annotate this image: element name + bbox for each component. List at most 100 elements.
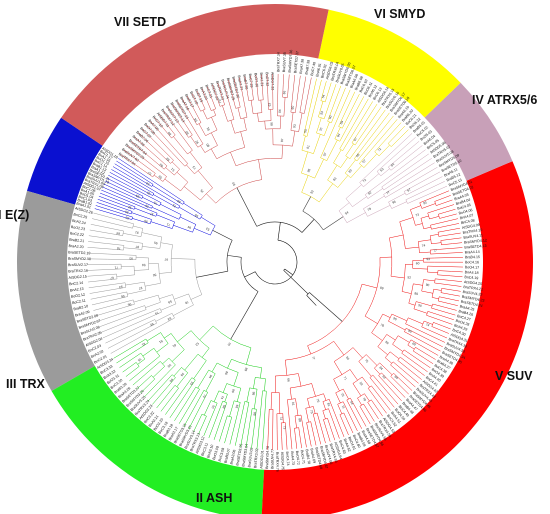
leaf-branch [370, 119, 398, 151]
bootstrap-value: 66 [286, 378, 290, 382]
leaf-branch [449, 280, 462, 282]
bootstrap-value: 54 [349, 400, 354, 405]
leaf-branch [299, 433, 302, 449]
leaf-branch [436, 313, 454, 321]
leaf-branch [102, 323, 135, 339]
leaf-branch [250, 75, 253, 93]
leaf-label: BraSETD4.13 [464, 244, 486, 250]
leaf-label: BraSETD4.68 [314, 447, 323, 470]
bootstrap-value: 55 [194, 213, 199, 218]
bootstrap-value: 80 [167, 131, 172, 136]
bootstrap-value: 73 [191, 165, 196, 170]
bootstrap-value: 96 [143, 219, 148, 224]
leaf-branch [95, 205, 115, 212]
backbone [196, 187, 344, 340]
leaf-branch [239, 77, 245, 105]
leaf-label: BraSUV2.06 [80, 325, 100, 336]
leaf-label: BoO4.61 [347, 436, 356, 451]
leaf-label: AtSDG4.09 [462, 223, 481, 230]
leaf-branch [417, 338, 441, 352]
bootstrap-value: 84 [278, 109, 282, 113]
clade-label-V: V SUV [495, 369, 533, 383]
leaf-branch [90, 224, 113, 229]
leaf-branch [94, 208, 118, 216]
leaf-label: BnC1.06 [82, 184, 96, 193]
leaf-label: BoO3.31 [106, 374, 120, 386]
leaf-label: BoC7.40 [310, 62, 317, 77]
bootstrap-value: 96 [392, 316, 397, 321]
bootstrap-value: 70 [210, 404, 215, 409]
bootstrap-value: 74 [154, 311, 159, 316]
leaf-branch [267, 421, 269, 450]
clade-label-VI: VI SMYD [374, 7, 425, 21]
leaf-branch [438, 218, 458, 224]
clade-band-VI [318, 9, 461, 118]
leaf-label: BraTRX3.02 [253, 448, 259, 468]
leaf-branch [354, 414, 362, 429]
leaf-branch [329, 84, 337, 104]
leaf-branch [142, 128, 162, 149]
leaf-branch [234, 414, 243, 446]
bootstrap-value: 78 [117, 246, 121, 250]
leaf-label: BraSUV7.35 [282, 52, 287, 72]
clade-label-II: II ASH [196, 491, 232, 505]
leaf-branch [97, 199, 113, 205]
leaf-label: BraB4.15 [465, 255, 480, 259]
leaf-branch [89, 290, 106, 294]
leaf-branch [96, 314, 119, 322]
leaf-branch [154, 117, 162, 127]
leaf-label: BnA2.02 [90, 349, 104, 359]
leaf-branch [439, 223, 460, 228]
leaf-label: BraA7.38 [299, 59, 305, 74]
leaf-branch [393, 137, 416, 158]
leaf-label: BraB3.18 [163, 423, 174, 438]
bootstrap-value: 53 [319, 110, 324, 115]
leaf-branch [109, 172, 135, 187]
leaf-label: BnC4.30 [452, 328, 467, 337]
leaf-branch [240, 420, 246, 447]
leaf-label: BnA6.12 [368, 84, 378, 98]
leaf-branch [321, 428, 326, 444]
leaf-branch [352, 98, 369, 126]
leaf-branch [399, 129, 409, 139]
leaf-label: BoO4.39 [431, 367, 445, 378]
bootstrap-value: 95 [149, 322, 154, 327]
leaf-branch [99, 192, 122, 202]
leaf-label: AtSDG1.07 [83, 181, 101, 192]
leaf-label: AtSDG4.64 [333, 442, 343, 461]
bootstrap-value: 87 [280, 138, 284, 142]
bootstrap-value: 83 [135, 193, 140, 198]
leaf-label: BraSETD3.05 [235, 443, 243, 466]
leaf-branch [217, 82, 223, 98]
leaf-branch [409, 358, 428, 373]
leaf-label: BraTRX1.08 [84, 178, 104, 190]
leaf-branch [107, 336, 130, 349]
leaf-branch [376, 133, 413, 167]
leaf-branch [334, 413, 345, 437]
leaf-branch [323, 81, 327, 91]
leaf-label: BoC1.14 [94, 159, 108, 169]
leaf-branch [377, 408, 383, 417]
leaf-branch [451, 232, 461, 235]
bootstrap-value: 56 [120, 294, 125, 299]
bootstrap-value: 59 [358, 381, 363, 386]
leaf-branch [111, 169, 131, 181]
leaf-branch [203, 417, 212, 437]
leaf-branch [445, 252, 463, 254]
bootstrap-value: 68 [165, 156, 170, 161]
leaf-label: BoC2.11 [72, 299, 86, 306]
leaf-branch [329, 425, 336, 441]
leaf-branch [201, 88, 209, 104]
leaf-branch [429, 330, 448, 339]
leaf-label: BoC3.08 [218, 447, 226, 462]
leaf-branch [186, 95, 197, 114]
bootstrap-value: 63 [167, 316, 172, 321]
leaf-branch [301, 76, 307, 102]
leaf-label: BoO4.28 [455, 319, 470, 327]
leaf-branch [425, 176, 443, 186]
clade-subtree-III [87, 212, 203, 354]
leaf-branch [163, 110, 180, 134]
leaf-branch [451, 271, 463, 273]
leaf-branch [414, 327, 446, 343]
leaf-label: BnA5.04 [423, 134, 436, 146]
